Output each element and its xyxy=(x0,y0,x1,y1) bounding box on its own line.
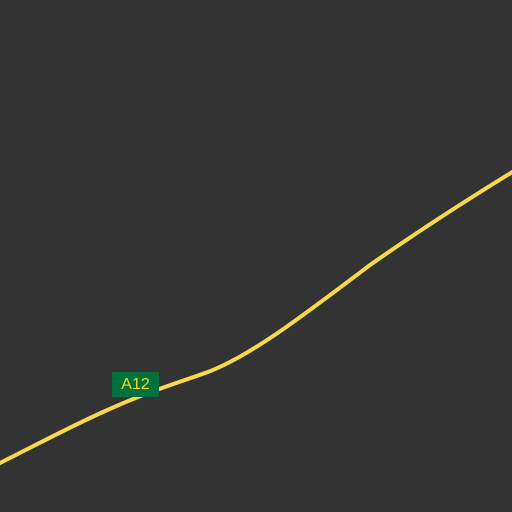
road-shield-a12[interactable]: A12 xyxy=(112,372,159,397)
road-a12[interactable] xyxy=(0,169,512,466)
